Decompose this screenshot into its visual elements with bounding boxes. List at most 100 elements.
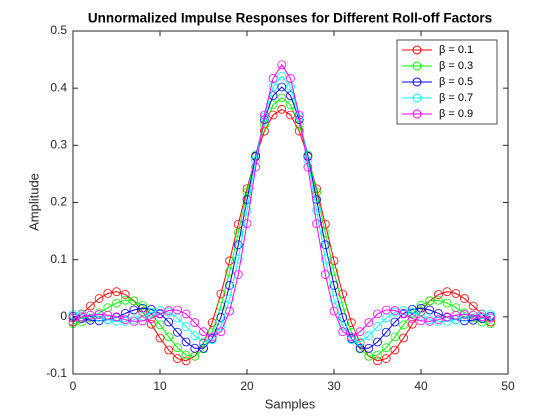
data-point (416, 307, 426, 317)
data-point (381, 354, 391, 363)
data-point (451, 315, 461, 325)
data-point (416, 311, 426, 321)
data-point (225, 267, 235, 277)
data-point (190, 318, 200, 327)
data-point (373, 322, 382, 331)
data-point (442, 317, 452, 326)
data-point (268, 100, 278, 110)
data-point (216, 289, 226, 299)
data-point (277, 93, 287, 103)
data-point (155, 306, 165, 315)
data-point (94, 313, 104, 322)
data-point (468, 315, 478, 325)
data-point (399, 320, 409, 330)
data-point (199, 343, 208, 353)
x-tick-label: 50 (501, 379, 515, 393)
data-point (155, 309, 165, 319)
data-point (94, 310, 104, 319)
data-point (460, 294, 469, 303)
data-point (286, 100, 295, 110)
data-point (303, 162, 313, 172)
data-point (233, 228, 243, 238)
data-point (138, 316, 148, 326)
data-point (338, 321, 348, 331)
data-point (259, 126, 269, 136)
data-point (146, 319, 156, 329)
data-point (103, 310, 113, 320)
data-point (181, 356, 191, 366)
data-point (181, 322, 191, 331)
data-point (94, 294, 104, 303)
series-line (72, 63, 491, 338)
data-point (425, 317, 435, 326)
data-point (486, 313, 496, 323)
data-point (329, 280, 339, 290)
data-point (164, 332, 174, 342)
data-point (346, 335, 356, 345)
data-point (320, 240, 330, 250)
data-point (355, 337, 365, 347)
data-point (225, 306, 235, 316)
data-point (251, 162, 261, 172)
x-tick-label: 30 (327, 379, 341, 393)
legend-label: β = 0.7 (439, 92, 473, 104)
data-point (460, 310, 469, 319)
data-point (286, 74, 295, 83)
data-point (346, 332, 356, 342)
data-point (433, 295, 443, 305)
data-point (399, 306, 409, 315)
data-point (329, 306, 339, 316)
legend-label: β = 0.1 (439, 44, 473, 56)
data-point (277, 82, 287, 92)
data-point (320, 270, 330, 279)
data-point (164, 306, 174, 315)
data-point (399, 309, 409, 319)
data-point (225, 256, 235, 266)
data-point (294, 126, 304, 136)
legend-label: β = 0.3 (439, 60, 473, 72)
data-point (120, 295, 130, 305)
data-point (451, 310, 461, 320)
data-point (129, 305, 139, 315)
legend-label: β = 0.9 (439, 108, 473, 120)
data-point (442, 287, 452, 297)
data-point (407, 307, 417, 317)
legend-marker (412, 109, 422, 119)
data-point (103, 303, 113, 313)
data-point (155, 333, 165, 343)
plot-area-border (72, 30, 509, 375)
data-point (381, 327, 391, 337)
data-point (390, 332, 400, 342)
data-point (242, 206, 252, 215)
data-point (216, 321, 226, 331)
data-point (373, 309, 382, 319)
data-point (155, 320, 165, 330)
data-point (94, 316, 104, 326)
data-point (442, 312, 452, 322)
legend-marker (412, 93, 422, 103)
data-point (451, 288, 461, 298)
data-point (277, 71, 287, 81)
data-point (199, 337, 208, 347)
data-point (259, 110, 269, 120)
series-line (72, 86, 491, 349)
data-point (146, 307, 156, 317)
data-point (329, 256, 339, 266)
data-point (172, 343, 182, 353)
data-point (468, 301, 478, 311)
data-point (399, 333, 409, 343)
data-point (433, 290, 443, 299)
data-point (355, 327, 365, 337)
data-point (407, 305, 417, 314)
data-point (216, 327, 226, 337)
data-point (172, 305, 182, 315)
data-point (146, 314, 156, 323)
data-point (138, 311, 148, 321)
data-point (129, 317, 139, 326)
y-tick-label: -0.1 (46, 366, 67, 380)
data-point (390, 317, 400, 327)
data-point (407, 319, 417, 329)
data-point (112, 287, 121, 297)
data-point (181, 350, 191, 360)
